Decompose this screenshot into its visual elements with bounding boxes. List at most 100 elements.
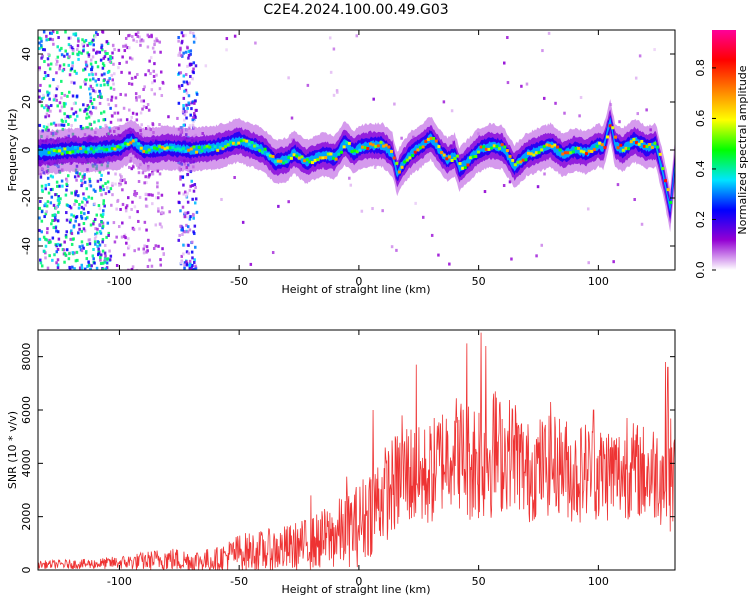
spectrogram-noise-cell <box>83 40 86 44</box>
spectrogram-noise-cell <box>66 52 69 56</box>
spectrogram-noise-cell <box>100 73 104 77</box>
snr-ytick-label: 6000 <box>20 396 33 424</box>
spectrogram-noise-cell <box>185 80 189 84</box>
spectrogram-noise-cell <box>128 46 131 50</box>
spectrogram-noise-cell <box>103 251 107 255</box>
spectrogram-noise-cell <box>64 235 68 239</box>
snr-ytick-label: 8000 <box>20 343 33 371</box>
spectrogram-noise-cell <box>51 213 54 217</box>
spectrogram-noise-cell <box>395 248 398 252</box>
spectrogram-cell <box>371 143 375 147</box>
spectrogram-noise-cell <box>178 233 181 237</box>
spectrogram-noise-cell <box>86 242 89 246</box>
spectrogram-noise-cell <box>186 215 190 219</box>
spectrogram-noise-cell <box>58 243 62 247</box>
spectrogram-noise-cell <box>541 49 544 53</box>
spectrogram-noise-cell <box>70 67 73 71</box>
spectrogram-noise-cell <box>57 197 60 201</box>
spectrogram-noise-cell <box>81 42 84 46</box>
spectrogram-noise-cell <box>332 93 336 97</box>
spectrogram-noise-cell <box>186 172 190 176</box>
spectrogram-cell <box>353 149 357 153</box>
spectrogram-noise-cell <box>42 95 45 99</box>
spectrogram-noise-cell <box>78 202 81 206</box>
spectrogram-noise-cell <box>178 71 181 75</box>
spectrogram-noise-cell <box>161 80 165 84</box>
spectrogram-noise-cell <box>138 195 142 199</box>
snr-xtick-label: 0 <box>355 575 362 588</box>
spectrogram-noise-cell <box>80 214 83 218</box>
spectrogram-noise-cell <box>645 108 648 112</box>
spectrogram-noise-cell <box>62 63 66 67</box>
spectrogram-noise-cell <box>128 165 131 169</box>
spectrogram-noise-cell <box>158 123 161 127</box>
spectrogram-cell <box>619 143 623 147</box>
spectrogram-noise-cell <box>141 171 145 175</box>
spectrogram-noise-cell <box>94 242 97 246</box>
spectrogram-noise-cell <box>83 80 86 84</box>
spectrogram-noise-cell <box>93 217 97 221</box>
spectrogram-noise-cell <box>80 179 83 183</box>
spectrogram-noise-cell <box>85 112 89 116</box>
spectrogram-cell <box>392 156 396 160</box>
spectrogram-noise-cell <box>146 33 150 37</box>
spectrogram-noise-cell <box>151 193 154 197</box>
spectrogram-noise-cell <box>78 108 82 112</box>
spectrogram-noise-cell <box>437 253 440 257</box>
spectrogram-noise-cell <box>157 207 160 211</box>
spectrogram-noise-cell <box>102 199 106 203</box>
spectrogram-noise-cell <box>57 195 60 199</box>
spectrogram-noise-cell <box>179 175 182 179</box>
snr-ytick-label: 0 <box>20 567 33 574</box>
spectrogram-xtick-label: 50 <box>472 275 486 288</box>
spectrogram-cell <box>200 149 204 153</box>
spectrogram-noise-cell <box>189 31 192 35</box>
spectrogram-noise-cell <box>72 214 76 218</box>
spectrogram-noise-cell <box>100 220 103 224</box>
spectrogram-plot: -100 -50 0 50 100 -40 -20 0 20 40 Height of stra… <box>6 29 676 296</box>
spectrogram-cell <box>100 146 104 150</box>
spectrogram-noise-cell <box>195 108 198 112</box>
spectrogram-noise-cell <box>187 56 190 60</box>
spectrogram-noise-cell <box>96 179 100 183</box>
spectrogram-noise-cell <box>88 242 92 246</box>
spectrogram-noise-cell <box>140 38 144 42</box>
spectrogram-noise-cell <box>74 32 78 36</box>
spectrogram-noise-cell <box>56 219 60 223</box>
spectrogram-noise-cell <box>102 79 106 83</box>
spectrogram-noise-cell <box>58 109 62 113</box>
spectrogram-noise-cell <box>180 39 184 43</box>
spectrogram-noise-cell <box>54 226 57 230</box>
spectrogram-noise-cell <box>442 100 446 104</box>
spectrogram-noise-cell <box>179 224 182 228</box>
spectrogram-cell <box>447 155 451 159</box>
spectrogram-cell <box>189 147 193 151</box>
spectrogram-noise-cell <box>95 50 99 54</box>
spectrogram-noise-cell <box>63 112 66 116</box>
spectrogram-noise-cell <box>86 107 89 111</box>
spectrogram-noise-cell <box>156 181 159 185</box>
spectrogram-noise-cell <box>93 120 96 124</box>
spectrogram-noise-cell <box>110 95 114 99</box>
spectrogram-noise-cell <box>80 205 84 209</box>
spectrogram-noise-cell <box>54 193 57 197</box>
colorbar-label: Normalized spectral amplitude <box>736 65 749 234</box>
spectrogram-noise-cell <box>104 50 107 54</box>
spectrogram-noise-cell <box>192 216 195 220</box>
spectrogram-cell <box>358 148 362 152</box>
spectrogram-noise-cell <box>55 184 59 188</box>
spectrogram-noise-cell <box>144 127 148 131</box>
spectrogram-cell <box>139 146 143 150</box>
spectrogram-noise-cell <box>50 104 53 108</box>
spectrogram-noise-cell <box>140 99 143 103</box>
spectrogram-noise-cell <box>92 188 96 192</box>
spectrogram-noise-cell <box>78 172 82 176</box>
spectrogram-noise-cell <box>193 258 196 262</box>
spectrogram-noise-cell <box>55 229 58 233</box>
spectrogram-noise-cell <box>45 125 49 129</box>
spectrogram-ridge-band <box>38 109 675 224</box>
spectrogram-cell <box>276 159 280 163</box>
spectrogram-noise-cell <box>162 252 166 256</box>
spectrogram-noise-cell <box>109 86 113 90</box>
spectrogram-noise-cell <box>75 215 79 219</box>
